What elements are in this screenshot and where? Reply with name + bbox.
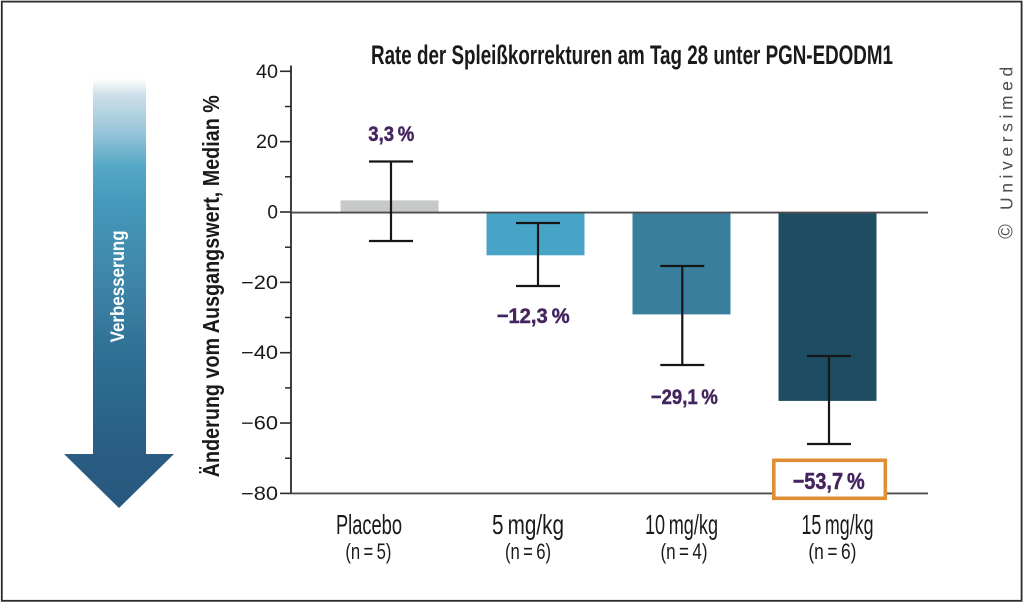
svg-text:© Universimed: © Universimed bbox=[996, 62, 1018, 239]
svg-text:−53,7 %: −53,7 % bbox=[793, 468, 865, 494]
svg-text:(n = 5): (n = 5) bbox=[345, 539, 391, 564]
svg-text:Rate der Spleißkorrekturen am: Rate der Spleißkorrekturen am Tag 28 unt… bbox=[371, 40, 893, 70]
svg-text:−80: −80 bbox=[241, 484, 278, 505]
svg-text:20: 20 bbox=[256, 132, 278, 153]
svg-text:−60: −60 bbox=[241, 414, 278, 435]
svg-text:(n = 6): (n = 6) bbox=[808, 539, 856, 564]
svg-text:10 mg/kg: 10 mg/kg bbox=[645, 509, 718, 540]
svg-text:40: 40 bbox=[256, 62, 278, 83]
svg-text:−29,1 %: −29,1 % bbox=[651, 385, 718, 409]
svg-text:Placebo: Placebo bbox=[336, 509, 402, 540]
svg-text:3,3 %: 3,3 % bbox=[368, 122, 414, 146]
svg-text:Änderung vom Ausgangswert, Med: Änderung vom Ausgangswert, Median % bbox=[198, 95, 224, 477]
svg-text:0: 0 bbox=[267, 203, 278, 224]
svg-text:Verbesserung: Verbesserung bbox=[108, 230, 129, 342]
svg-text:−12,3 %: −12,3 % bbox=[497, 304, 570, 328]
svg-text:(n = 6): (n = 6) bbox=[505, 539, 551, 564]
svg-text:−40: −40 bbox=[241, 343, 278, 364]
svg-text:−20: −20 bbox=[241, 273, 278, 294]
svg-text:(n = 4): (n = 4) bbox=[661, 539, 708, 564]
svg-text:5 mg/kg: 5 mg/kg bbox=[492, 509, 564, 540]
svg-text:15 mg/kg: 15 mg/kg bbox=[802, 509, 874, 540]
